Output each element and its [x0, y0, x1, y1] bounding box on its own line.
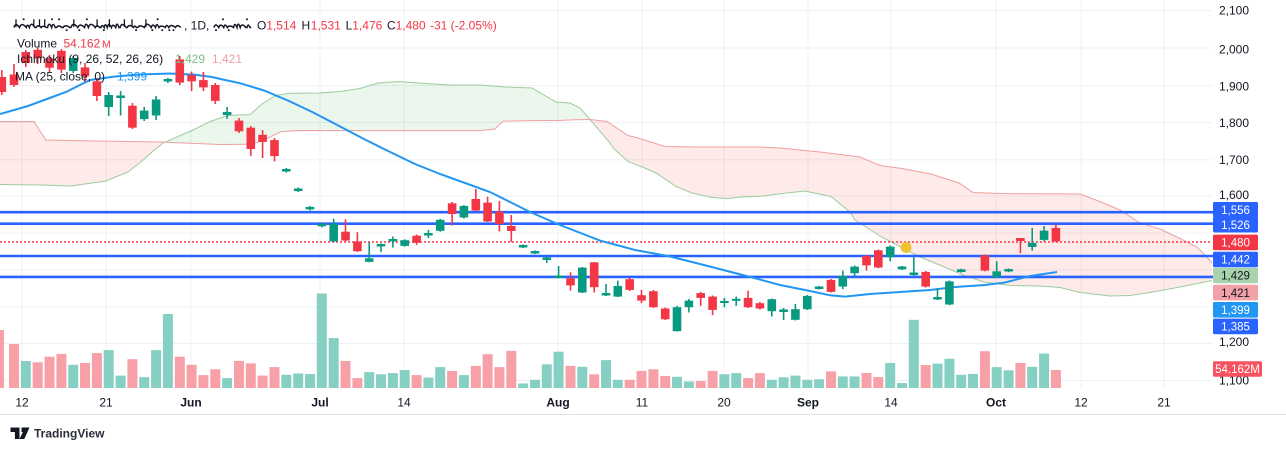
svg-text:Sep: Sep [797, 396, 819, 410]
svg-text:Jun: Jun [180, 396, 201, 410]
svg-text:1,429: 1,429 [175, 52, 205, 66]
svg-text:1,429: 1,429 [1221, 271, 1250, 283]
svg-text:12: 12 [15, 396, 29, 410]
svg-text:11: 11 [636, 396, 649, 410]
svg-text:1,421: 1,421 [212, 52, 242, 66]
svg-text:1,900: 1,900 [1219, 79, 1249, 93]
svg-text:2,100: 2,100 [1219, 3, 1249, 17]
svg-text:54.162: 54.162 [64, 37, 101, 51]
svg-text:1,556: 1,556 [1221, 205, 1250, 217]
svg-text:H: H [302, 19, 311, 33]
svg-text:TradingView: TradingView [34, 427, 105, 441]
svg-text:1,421: 1,421 [1221, 288, 1250, 300]
svg-text:1,700: 1,700 [1219, 153, 1249, 167]
svg-text:1,200: 1,200 [1219, 335, 1249, 349]
svg-text:1,526: 1,526 [1221, 220, 1250, 232]
svg-text:M: M [102, 39, 111, 51]
svg-text:Aug: Aug [546, 396, 569, 410]
svg-text:1,399: 1,399 [1221, 305, 1250, 317]
svg-text:-31 (-2.05%): -31 (-2.05%) [430, 19, 497, 33]
svg-text:1,476: 1,476 [352, 19, 382, 33]
svg-text:Oct: Oct [986, 396, 1006, 410]
svg-text:12: 12 [1074, 396, 1088, 410]
svg-text:1,480: 1,480 [396, 19, 426, 33]
svg-text:1,385: 1,385 [1221, 322, 1250, 334]
svg-text:O: O [257, 19, 266, 33]
svg-text:1,800: 1,800 [1219, 116, 1249, 130]
svg-text:Volume: Volume [17, 37, 57, 51]
svg-text:L: L [346, 19, 353, 33]
svg-text:Ichimoku (9, 26, 52, 26, 26): Ichimoku (9, 26, 52, 26, 26) [17, 52, 163, 66]
svg-text:1,480: 1,480 [1221, 238, 1250, 250]
svg-text:1,442: 1,442 [1221, 255, 1250, 267]
svg-text:21: 21 [99, 396, 113, 410]
svg-text:54.162M: 54.162M [1215, 364, 1260, 376]
svg-text:MA (25, close, 0): MA (25, close, 0) [15, 70, 105, 84]
svg-text:, 1D,: , 1D, [184, 19, 209, 33]
svg-text:C: C [387, 19, 396, 33]
svg-text:21: 21 [1157, 396, 1171, 410]
svg-text:14: 14 [884, 396, 898, 410]
svg-text:20: 20 [717, 396, 731, 410]
svg-text:1,600: 1,600 [1219, 188, 1249, 202]
svg-text:1,514: 1,514 [266, 19, 296, 33]
svg-text:2,000: 2,000 [1219, 42, 1249, 56]
svg-text:1,531: 1,531 [311, 19, 341, 33]
svg-text:1,399: 1,399 [117, 70, 147, 84]
svg-text:Jul: Jul [311, 396, 328, 410]
svg-text:14: 14 [397, 396, 411, 410]
